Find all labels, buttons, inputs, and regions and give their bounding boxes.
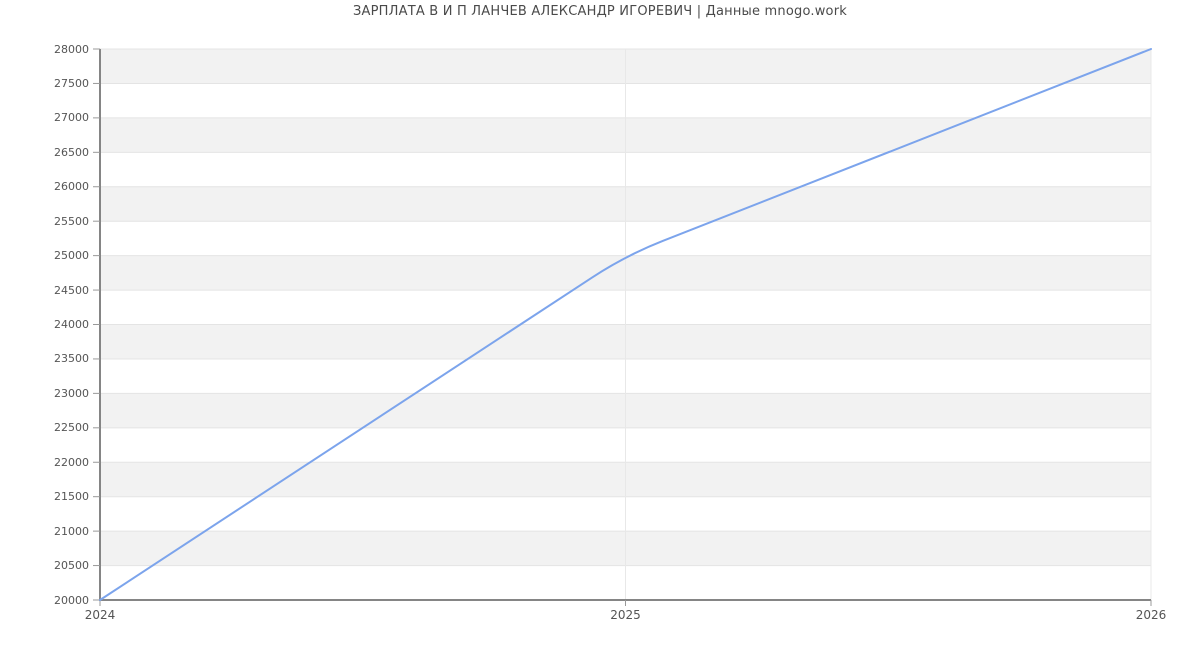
- y-tick-label: 26000: [54, 180, 89, 194]
- tick-marks: [93, 48, 1152, 606]
- y-tick-label: 20500: [54, 559, 89, 573]
- y-tick-label: 23000: [54, 386, 89, 400]
- y-tick-label: 26500: [54, 145, 89, 159]
- y-tick-label: 25000: [54, 249, 89, 263]
- y-tick-label: 24500: [54, 283, 89, 297]
- y-tick-label: 21500: [54, 490, 89, 504]
- chart-title: ЗАРПЛАТА В И П ЛАНЧЕВ АЛЕКСАНДР ИГОРЕВИЧ…: [353, 4, 847, 19]
- y-tick-label: 23500: [54, 352, 89, 366]
- salary-series-line: [99, 48, 1152, 601]
- x-tick-label: 2024: [84, 608, 116, 622]
- y-tick-label: 24000: [54, 318, 89, 331]
- y-tick-label: 27000: [54, 111, 89, 125]
- y-tick-label: 27500: [54, 76, 89, 90]
- x-tick-label: 2025: [610, 608, 641, 622]
- y-tick-label: 22000: [54, 455, 89, 469]
- y-tick-label: 22500: [54, 421, 89, 435]
- y-tick-label: 25500: [54, 214, 89, 228]
- y-tick-label: 28000: [54, 42, 89, 56]
- y-tick-label: 20000: [54, 593, 89, 607]
- y-tick-label: 21000: [54, 524, 89, 538]
- x-tick-label: 2026: [1135, 608, 1167, 622]
